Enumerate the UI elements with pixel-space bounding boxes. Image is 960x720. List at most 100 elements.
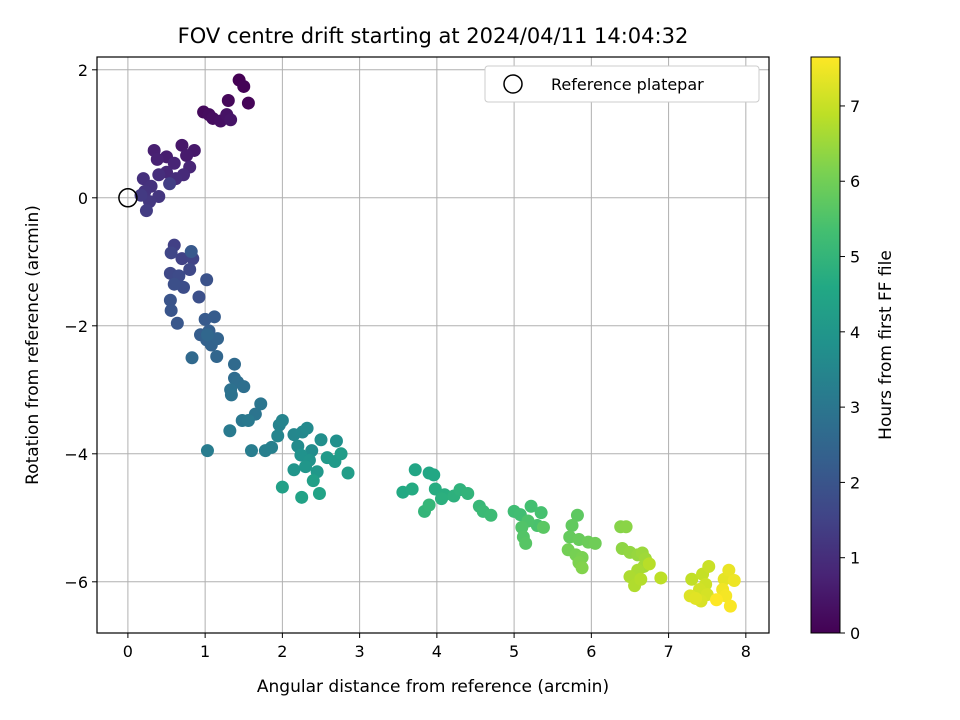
grid-lines — [97, 57, 769, 633]
data-point — [164, 303, 178, 317]
legend-marker-icon — [503, 74, 523, 94]
data-point — [224, 113, 238, 127]
y-tick-label: −2 — [64, 317, 88, 336]
x-tick-label: 2 — [277, 642, 287, 661]
data-point — [175, 252, 189, 266]
data-point — [175, 138, 189, 152]
data-point — [702, 559, 716, 573]
y-tick-label: 0 — [78, 189, 88, 208]
data-point — [334, 447, 348, 461]
data-point — [427, 468, 441, 482]
data-point — [184, 245, 198, 259]
colorbar-label: Hours from first FF file — [876, 250, 896, 440]
data-point — [685, 572, 699, 586]
data-point — [223, 424, 237, 438]
data-point — [134, 188, 148, 202]
data-point — [300, 421, 314, 435]
x-tick-label: 0 — [123, 642, 133, 661]
data-point — [312, 486, 326, 500]
x-tick-label: 8 — [741, 642, 751, 661]
data-points — [134, 73, 741, 613]
reference-platepar-marker — [118, 188, 138, 208]
data-point — [271, 429, 285, 443]
x-tick-label: 4 — [432, 642, 442, 661]
colorbar-tick-label: 3 — [850, 398, 860, 417]
data-point — [519, 536, 533, 550]
data-point — [244, 444, 258, 458]
data-point — [428, 482, 442, 496]
data-point — [405, 482, 419, 496]
y-tick-label: 2 — [78, 61, 88, 80]
data-point — [167, 156, 181, 170]
y-axis-label: Rotation from reference (arcmin) — [23, 205, 43, 485]
data-point — [221, 94, 235, 108]
data-point — [689, 591, 703, 605]
data-point — [200, 273, 214, 287]
data-point — [329, 434, 343, 448]
x-axis-ticks: 0 1 2 3 4 5 6 7 8 — [123, 633, 751, 661]
data-point — [170, 316, 184, 330]
colorbar-tick-label: 1 — [850, 549, 860, 568]
data-point — [275, 414, 289, 428]
colorbar-tick-label: 5 — [850, 248, 860, 267]
legend-entry-reference: Reference platepar — [551, 75, 704, 94]
data-point — [287, 463, 301, 477]
data-point — [295, 490, 309, 504]
data-point — [722, 563, 736, 577]
data-point — [241, 96, 255, 110]
colorbar-tick-label: 6 — [850, 172, 860, 191]
colorbar-tick-label: 4 — [850, 323, 860, 342]
data-point — [515, 520, 529, 534]
data-point — [434, 492, 448, 506]
data-point — [241, 414, 255, 428]
data-point — [167, 277, 181, 291]
data-point — [200, 328, 214, 342]
data-point — [224, 388, 238, 402]
colorbar: 0 1 2 3 4 5 6 7 Hours from first FF file — [810, 56, 896, 643]
data-point — [185, 351, 199, 365]
data-point — [275, 480, 289, 494]
data-point — [164, 246, 178, 260]
data-point — [575, 561, 589, 575]
data-point — [237, 79, 251, 93]
data-point — [210, 350, 224, 364]
data-point — [534, 506, 548, 520]
data-point — [163, 293, 177, 307]
data-point — [139, 204, 153, 218]
chart-title: FOV centre drift starting at 2024/04/11 … — [178, 24, 689, 48]
data-point — [723, 599, 737, 613]
legend: Reference platepar — [484, 65, 760, 103]
x-tick-label: 3 — [355, 642, 365, 661]
data-point — [536, 520, 550, 534]
data-point — [192, 290, 206, 304]
data-point — [341, 466, 355, 480]
data-point — [237, 380, 251, 394]
data-point — [150, 152, 164, 166]
data-point — [422, 498, 436, 512]
data-point — [524, 499, 538, 513]
colorbar-bar — [810, 56, 841, 634]
data-point — [709, 593, 723, 607]
data-point — [654, 571, 668, 585]
data-point — [588, 536, 602, 550]
y-axis-ticks: −6 −4 −2 0 2 — [64, 61, 97, 592]
data-point — [565, 518, 579, 532]
data-point — [180, 149, 194, 163]
data-point — [461, 486, 475, 500]
x-axis-label: Angular distance from reference (arcmin) — [257, 677, 609, 697]
data-point — [408, 463, 422, 477]
x-tick-label: 5 — [509, 642, 519, 661]
data-point — [163, 177, 177, 191]
colorbar-ticks: 0 1 2 3 4 5 6 7 — [840, 97, 860, 643]
data-point — [299, 460, 313, 474]
data-point — [207, 310, 221, 324]
x-tick-label: 7 — [663, 642, 673, 661]
data-point — [727, 574, 741, 588]
data-point — [484, 508, 498, 522]
plot-area-frame — [96, 56, 770, 634]
data-point — [619, 520, 633, 534]
data-point — [152, 168, 166, 182]
data-point — [210, 332, 224, 346]
data-point — [642, 557, 656, 571]
